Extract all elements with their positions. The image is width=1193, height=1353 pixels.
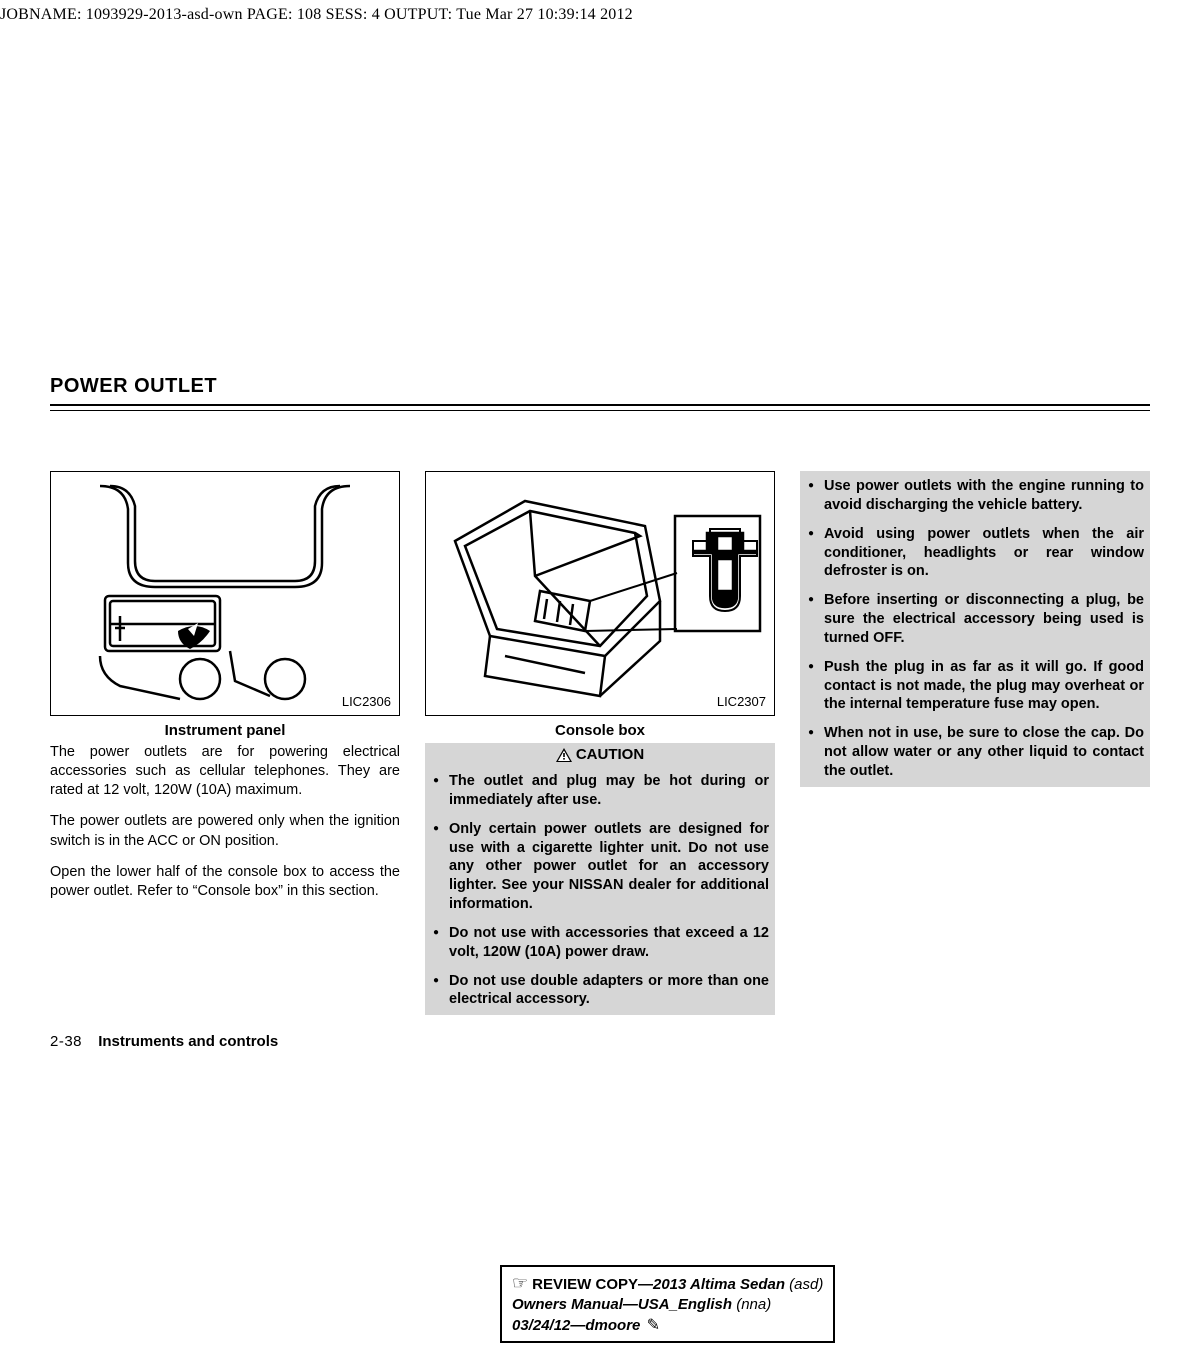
- review-line-1: ☞REVIEW COPY—2013 Altima Sedan (asd): [512, 1271, 823, 1295]
- review-text: (asd): [789, 1276, 823, 1293]
- body-paragraph: Open the lower half of the console box t…: [50, 863, 400, 901]
- chapter-label: Instruments and controls: [98, 1033, 278, 1050]
- page-content: POWER OUTLET: [50, 375, 1150, 1050]
- caution-item: Only certain power outlets are designed …: [431, 820, 769, 914]
- caution-list: The outlet and plug may be hot during or…: [425, 766, 775, 1015]
- body-paragraph: The power outlets are powered only when …: [50, 812, 400, 850]
- review-line-2: Owners Manual—USA_English (nna): [512, 1295, 823, 1315]
- review-copy-box: ☞REVIEW COPY—2013 Altima Sedan (asd) Own…: [500, 1265, 835, 1343]
- column-3: Use power outlets with the engine runnin…: [800, 471, 1150, 1015]
- caution-item: When not in use, be sure to close the ca…: [806, 724, 1144, 781]
- review-line-3: 03/24/12—dmoore ✎: [512, 1315, 823, 1337]
- caution-list-continued: Use power outlets with the engine runnin…: [800, 471, 1150, 787]
- page-footer: 2-38 Instruments and controls: [50, 1033, 1150, 1050]
- caution-header: CAUTION: [425, 743, 775, 766]
- job-header: JOBNAME: 1093929-2013-asd-own PAGE: 108 …: [0, 6, 633, 24]
- diagram-instrument-panel: [60, 481, 390, 706]
- diagram-console-box: [435, 481, 765, 706]
- caution-item: Use power outlets with the engine runnin…: [806, 477, 1144, 515]
- caution-label: CAUTION: [576, 746, 644, 763]
- pointing-hand-icon: ☞: [512, 1273, 528, 1293]
- column-1: LIC2306 Instrument panel The power outle…: [50, 471, 400, 1015]
- review-text: 2013 Altima Sedan: [653, 1276, 789, 1293]
- page-number: 2-38: [50, 1033, 82, 1050]
- caution-item: Do not use double adapters or more than …: [431, 972, 769, 1010]
- figure-instrument-panel: LIC2306: [50, 471, 400, 716]
- figure-label: LIC2307: [717, 694, 766, 709]
- figure-title: Console box: [425, 722, 775, 739]
- review-text: 03/24/12—dmoore: [512, 1317, 645, 1334]
- section-title: POWER OUTLET: [50, 375, 1150, 398]
- review-text: Owners Manual—USA_English: [512, 1296, 736, 1313]
- columns: LIC2306 Instrument panel The power outle…: [50, 471, 1150, 1015]
- column-2: LIC2307 Console box CAUTION The outlet a…: [425, 471, 775, 1015]
- warning-icon: [556, 748, 572, 762]
- caution-item: Before inserting or disconnecting a plug…: [806, 591, 1144, 648]
- figure-label: LIC2306: [342, 694, 391, 709]
- rule-thin: [50, 410, 1150, 411]
- rule-thick: [50, 404, 1150, 406]
- figure-title: Instrument panel: [50, 722, 400, 739]
- body-paragraph: The power outlets are for powering elect…: [50, 743, 400, 800]
- caution-item: Push the plug in as far as it will go. I…: [806, 658, 1144, 715]
- caution-item: Avoid using power outlets when the air c…: [806, 525, 1144, 582]
- review-text: (nna): [736, 1296, 771, 1313]
- pencil-icon: ✎: [647, 1317, 660, 1334]
- review-text: REVIEW COPY—: [532, 1276, 653, 1293]
- figure-console-box: LIC2307: [425, 471, 775, 716]
- caution-item: The outlet and plug may be hot during or…: [431, 772, 769, 810]
- caution-item: Do not use with accessories that exceed …: [431, 924, 769, 962]
